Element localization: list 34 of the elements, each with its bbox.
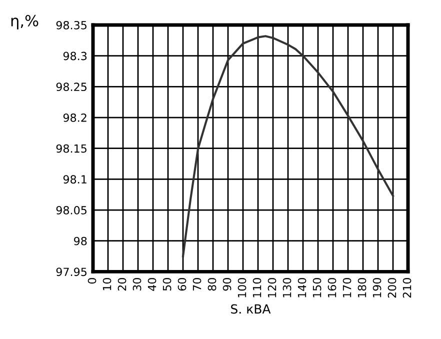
y-tick-label: 97.95 (56, 268, 86, 276)
x-axis-title: S. кВА (231, 304, 271, 314)
y-tick-label: 98.1 (63, 175, 86, 184)
y-axis-title: η,% (11, 14, 38, 30)
x-tick-label: 180 (358, 278, 366, 298)
x-tick-label: 210 (402, 278, 412, 298)
y-tick-label: 98 (74, 236, 87, 246)
x-tick-label: 150 (312, 278, 322, 298)
x-tick-label: 170 (342, 278, 352, 298)
x-tick-label: 100 (238, 278, 246, 298)
y-tick-label: 98.05 (56, 206, 86, 214)
x-tick-label: 80 (208, 278, 216, 291)
x-tick-label: 90 (222, 278, 232, 291)
y-tick-label: 98.35 (56, 20, 86, 30)
x-tick-label: 60 (178, 278, 186, 291)
x-tick-label: 130 (282, 278, 292, 298)
x-tick-label: 0 (88, 278, 96, 284)
y-tick-label: 98.25 (56, 82, 86, 92)
x-tick-label: 30 (132, 278, 142, 291)
x-tick-label: 20 (118, 278, 126, 291)
x-tick-label: 10 (102, 278, 112, 290)
x-tick-label: 50 (162, 278, 172, 291)
x-tick-label: 70 (192, 278, 202, 290)
x-tick-label: 160 (328, 278, 336, 298)
y-tick-label: 98.15 (56, 144, 86, 153)
x-tick-label: 190 (372, 278, 382, 298)
x-tick-label: 140 (298, 278, 306, 298)
x-tick-label: 120 (268, 278, 276, 298)
x-tick-label: 40 (148, 278, 156, 291)
x-tick-label: 110 (252, 278, 262, 298)
line-series (182, 35, 394, 258)
y-tick-label: 98.2 (63, 113, 86, 122)
y-tick-label: 98.3 (63, 52, 87, 60)
x-tick-label: 200 (388, 278, 396, 298)
